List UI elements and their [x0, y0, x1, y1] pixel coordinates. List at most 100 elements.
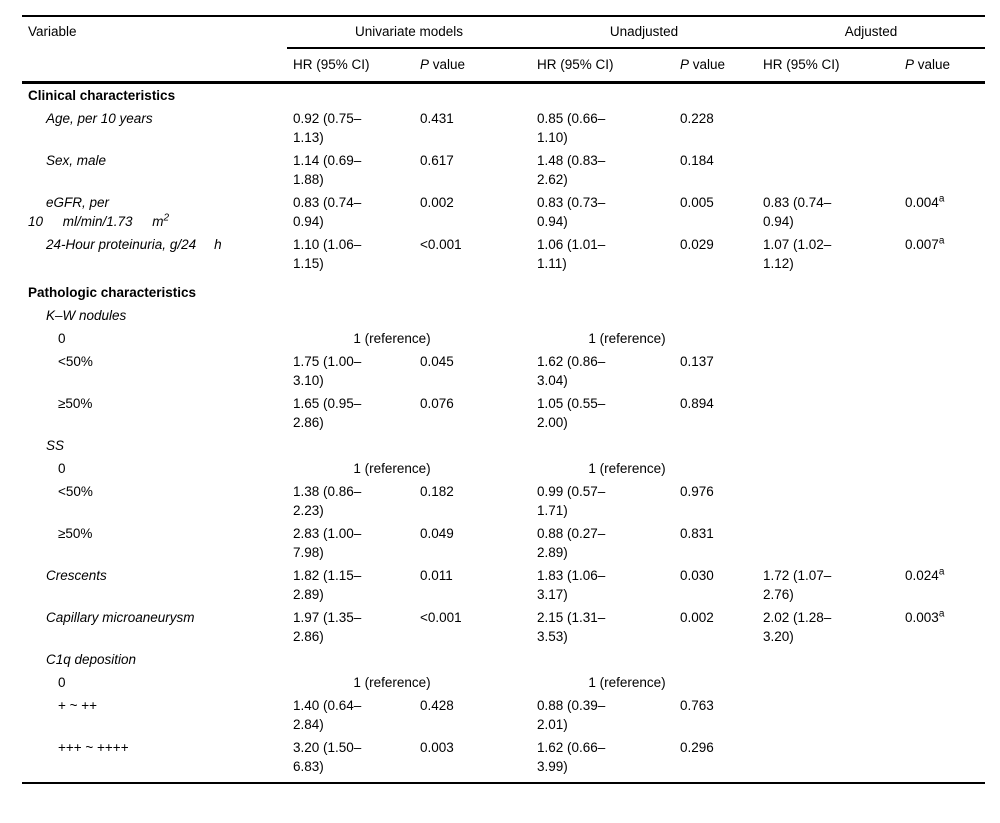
p-value: 0.431	[420, 111, 454, 126]
table-row: 0 1 (reference) 1 (reference)	[22, 327, 985, 350]
hr-value-line1: 0.85 (0.66–	[537, 111, 606, 126]
un-hr-cell: 1.05 (0.55– 2.00)	[531, 392, 674, 434]
uni-hr-cell	[287, 304, 414, 327]
hr-value-line1: 1.62 (0.86–	[537, 354, 606, 369]
uni-p-cell: 0.182	[414, 480, 531, 522]
variable-label: eGFR, per	[46, 195, 110, 210]
variable-label-line: K–W nodules	[22, 306, 287, 325]
adj-hr-cell: 1.07 (1.02– 1.12)	[757, 233, 899, 275]
p-value: 0.029	[680, 237, 714, 252]
hr-value-line1: 2.83 (1.00–	[293, 526, 362, 541]
un-p-cell: 0.005	[674, 191, 757, 233]
p-letter: P	[420, 57, 430, 72]
unadjusted-p-header: P value	[674, 48, 758, 84]
reference-cell: 1 (reference)	[588, 675, 666, 690]
un-hr-cell: 1.48 (0.83– 2.62)	[531, 149, 674, 191]
adj-hr-cell: 1.72 (1.07– 2.76)	[757, 564, 899, 606]
uni-p-cell: 0.049	[414, 522, 531, 564]
hr-value-line2: 3.10)	[293, 373, 324, 388]
uni-hr-cell: 1.65 (0.95– 2.86)	[287, 392, 414, 434]
adj-p-cell: 0.004a	[899, 191, 985, 233]
section-row: Clinical characteristics	[22, 83, 985, 108]
adj-p-cell	[899, 392, 985, 434]
hr-value-line2: 1.15)	[293, 256, 324, 271]
hr-value-line1: 1.38 (0.86–	[293, 484, 362, 499]
variable-cell: 24-Hour proteinuria, g/24 h	[22, 233, 287, 275]
un-p-cell: 0.137	[674, 350, 757, 392]
hr-value-line1: 0.88 (0.27–	[537, 526, 606, 541]
hr-value-line2: 2.86)	[293, 629, 324, 644]
variable-cell: C1q deposition	[22, 648, 287, 671]
uni-p-cell	[414, 648, 531, 671]
variable-label: ≥50%	[58, 396, 93, 411]
p-value: 0.003	[420, 740, 454, 755]
hr-value-line2: 0.94)	[537, 214, 568, 229]
variable-label-line: ≥50%	[22, 394, 287, 413]
reference-cell: 1 (reference)	[353, 331, 431, 346]
section-cell: Clinical characteristics	[22, 83, 985, 108]
un-p-cell: 0.763	[674, 694, 757, 736]
adj-p-cell	[899, 522, 985, 564]
hr-value-line1: 1.14 (0.69–	[293, 153, 362, 168]
hr-value-line2: 7.98)	[293, 545, 324, 560]
variable-label: 24-Hour proteinuria, g/24	[46, 237, 197, 252]
adj-p-cell	[899, 480, 985, 522]
adj-p-cell	[899, 736, 986, 784]
uni-hr-cell: 1.10 (1.06– 1.15)	[287, 233, 414, 275]
un-p-cell: 0.296	[674, 736, 758, 784]
variable-label-line: Sex, male	[22, 151, 287, 170]
variable-label-line: C1q deposition	[22, 650, 287, 669]
uni-p-cell: 0.011	[414, 564, 531, 606]
variable-cell: <50%	[22, 350, 287, 392]
hr-value-line2: 3.99)	[537, 759, 568, 774]
variable-label: ≥50%	[58, 526, 93, 541]
hr-value-line2: 3.53)	[537, 629, 568, 644]
un-p-cell: 0.029	[674, 233, 757, 275]
un-p-cell: 0.030	[674, 564, 757, 606]
hr-value-line2: 1.11)	[537, 256, 567, 271]
p-value: 0.002	[420, 195, 454, 210]
value-word: value	[914, 57, 951, 72]
hr-value-line1: 1.05 (0.55–	[537, 396, 606, 411]
variable-cell: Crescents	[22, 564, 287, 606]
hr-value-line1: 2.15 (1.31–	[537, 610, 606, 625]
cox-regression-table: Variable Univariate models Unadjusted Ad…	[22, 15, 986, 784]
group-header-unadjusted: Unadjusted	[531, 15, 758, 49]
un-p-cell	[674, 304, 757, 327]
hr-value-line2: 2.00)	[537, 415, 568, 430]
variable-label-line: + ~ ++	[22, 696, 287, 715]
empty-cell	[757, 327, 985, 350]
uni-p-cell: 0.431	[414, 107, 531, 149]
p-value: 0.894	[680, 396, 714, 411]
p-value: 0.831	[680, 526, 714, 541]
variable-label-line: +++ ~ ++++	[22, 738, 287, 757]
variable-label-line: Age, per 10 years	[22, 109, 287, 128]
hr-value-line2: 2.84)	[293, 717, 324, 732]
hr-value-line2: 1.12)	[763, 256, 794, 271]
hr-value-line1: 0.83 (0.74–	[763, 195, 832, 210]
hr-value-line2: 1.10)	[537, 130, 568, 145]
table-row: + ~ ++ 1.40 (0.64– 2.84) 0.428 0.88 (0.39– 2.…	[22, 694, 985, 736]
p-value: 0.003	[905, 610, 939, 625]
table-row: C1q deposition	[22, 648, 985, 671]
hr-value-line2: 0.94)	[763, 214, 794, 229]
hr-value-line1: 3.20 (1.50–	[293, 740, 362, 755]
p-value: 0.004	[905, 195, 939, 210]
group-header-adjusted: Adjusted	[757, 15, 986, 49]
p-value-superscript: a	[938, 193, 945, 205]
variable-cell: +++ ~ ++++	[22, 736, 287, 784]
hr-value-line1: 1.62 (0.66–	[537, 740, 606, 755]
variable-label: 0	[58, 331, 66, 346]
uni-hr-cell: 1.82 (1.15– 2.89)	[287, 564, 414, 606]
p-value: 0.045	[420, 354, 454, 369]
variable-label: Crescents	[46, 568, 107, 583]
un-p-cell: 0.184	[674, 149, 757, 191]
un-hr-cell: 0.88 (0.39– 2.01)	[531, 694, 674, 736]
variable-label: Age, per 10 years	[46, 111, 153, 126]
hr-value-line1: 1.10 (1.06–	[293, 237, 362, 252]
adj-hr-cell	[757, 350, 899, 392]
adj-hr-cell	[757, 694, 899, 736]
table-row: +++ ~ ++++ 3.20 (1.50– 6.83) 0.003 1.62 (0.6…	[22, 736, 986, 784]
univariate-p-header: P value	[414, 48, 532, 84]
uni-hr-cell: 1.14 (0.69– 1.88)	[287, 149, 414, 191]
